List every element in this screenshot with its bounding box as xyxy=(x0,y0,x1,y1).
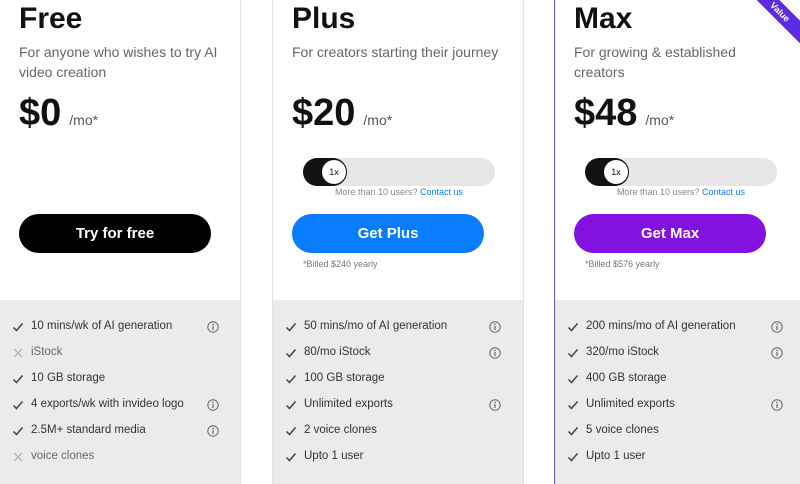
contact-link[interactable]: Contact us xyxy=(702,187,746,197)
feature-text: Upto 1 user xyxy=(304,450,364,462)
feature-text: 10 GB storage xyxy=(31,372,106,384)
feature-text: 100 GB storage xyxy=(304,372,385,384)
feature-text: 400 GB storage xyxy=(586,372,667,384)
billing-note: *Billed $240 yearly xyxy=(303,259,378,269)
contact-note: More than 10 users? Contact us xyxy=(585,187,777,197)
check-icon xyxy=(285,323,297,332)
plan-card: Free For anyone who wishes to try AI vide… xyxy=(0,0,241,484)
check-icon xyxy=(12,401,24,410)
feature-text: Upto 1 user xyxy=(586,450,646,462)
feature-text: 4 exports/wk with invideo logo xyxy=(31,398,184,410)
check-icon xyxy=(567,375,579,384)
cross-icon xyxy=(13,348,23,358)
plan-button[interactable]: Get Max xyxy=(574,214,766,253)
feature-text: 320/mo iStock xyxy=(586,346,659,358)
feature-text: voice clones xyxy=(31,450,95,462)
plan-price: $0 xyxy=(19,92,62,134)
info-icon xyxy=(489,321,501,333)
check-icon xyxy=(285,427,297,436)
feature-text: 2 voice clones xyxy=(304,424,377,436)
plan-period: /mo* xyxy=(69,112,99,128)
feature-text: Unlimited exports xyxy=(304,398,393,410)
plan-price: $20 xyxy=(292,92,356,134)
user-toggle-value: 1x xyxy=(604,160,628,184)
check-icon xyxy=(567,453,579,462)
feature-text: 80/mo iStock xyxy=(304,346,371,358)
check-icon xyxy=(285,453,297,462)
check-icon xyxy=(567,401,579,410)
info-icon xyxy=(207,399,219,411)
feature-text: iStock xyxy=(31,346,63,358)
check-icon xyxy=(12,427,24,436)
feature-text: 5 voice clones xyxy=(586,424,659,436)
user-toggle-value: 1x xyxy=(322,160,346,184)
check-icon xyxy=(567,349,579,358)
feature-text: 2.5M+ standard media xyxy=(31,424,146,436)
contact-prompt: More than 10 users? xyxy=(334,187,418,197)
info-icon xyxy=(771,347,783,359)
check-icon xyxy=(567,323,579,332)
info-icon xyxy=(489,347,501,359)
feature-list: 50 mins/mo of AI generation 80/mo iStock 1… xyxy=(273,300,523,484)
check-icon xyxy=(12,323,24,332)
info-icon xyxy=(771,321,783,333)
contact-link[interactable]: Contact us xyxy=(420,187,464,197)
plan-button[interactable]: Try for free xyxy=(19,214,211,253)
billing-note: *Billed $576 yearly xyxy=(585,259,660,269)
plan-period: /mo* xyxy=(363,112,393,128)
plan-card: Max For growing & established creators $48… xyxy=(554,0,800,484)
feature-list: 10 mins/wk of AI generation iStock 10 GB s… xyxy=(0,300,240,484)
check-icon xyxy=(285,375,297,384)
check-icon xyxy=(285,349,297,358)
plan-description: For growing & established creators xyxy=(574,44,736,80)
plan-period: /mo* xyxy=(645,112,675,128)
plan-button[interactable]: Get Plus xyxy=(292,214,484,253)
plan-name: Free xyxy=(19,2,83,35)
plan-description: For creators starting their journey xyxy=(292,44,499,60)
feature-text: 50 mins/mo of AI generation xyxy=(304,320,448,332)
cross-icon xyxy=(13,452,23,462)
plan-card: Plus For creators starting their journey $… xyxy=(272,0,524,484)
feature-text: 10 mins/wk of AI generation xyxy=(31,320,173,332)
info-icon xyxy=(207,425,219,437)
plan-price: $48 xyxy=(574,92,638,134)
feature-text: Unlimited exports xyxy=(586,398,675,410)
feature-text: 200 mins/mo of AI generation xyxy=(586,320,736,332)
check-icon xyxy=(285,401,297,410)
info-icon xyxy=(489,399,501,411)
info-icon xyxy=(771,399,783,411)
check-icon xyxy=(12,375,24,384)
plan-description: For anyone who wishes to try AI video cr… xyxy=(19,44,218,80)
plan-name: Max xyxy=(574,2,633,35)
info-icon xyxy=(207,321,219,333)
plan-name: Plus xyxy=(292,2,356,35)
feature-list: 200 mins/mo of AI generation 320/mo iStoc… xyxy=(555,300,800,484)
contact-prompt: More than 10 users? xyxy=(616,187,700,197)
check-icon xyxy=(567,427,579,436)
contact-note: More than 10 users? Contact us xyxy=(303,187,495,197)
